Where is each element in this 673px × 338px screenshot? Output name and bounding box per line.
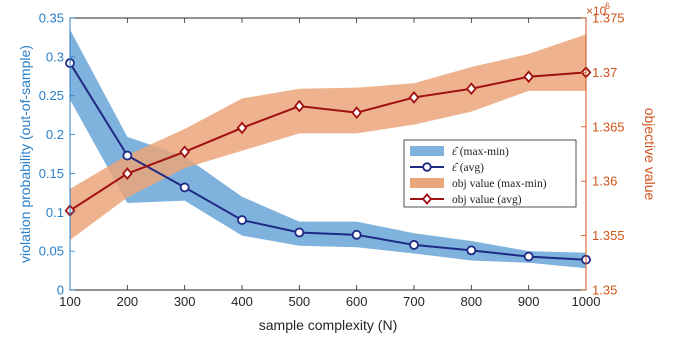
x-axis-label: sample complexity (N) — [259, 317, 397, 333]
point-eps — [122, 150, 133, 161]
left-tick-label: 0.3 — [46, 49, 64, 64]
point-obj — [408, 91, 420, 104]
point-eps — [409, 240, 419, 250]
left-tick-label: 0.25 — [39, 88, 64, 103]
right-tick-label: 1.36 — [592, 174, 617, 189]
left-tick-label: 0.15 — [39, 166, 64, 181]
right-tick-label: 1.365 — [592, 119, 625, 134]
x-tick-label: 400 — [231, 294, 253, 309]
line-obj — [69, 71, 587, 212]
left-tick-label: 0.2 — [46, 127, 64, 142]
legend-swatch-obj-band — [410, 178, 444, 188]
left-axis: 0 0.05 0.1 0.15 0.2 0.25 0.3 0.35 — [39, 11, 75, 298]
band-obj — [70, 34, 586, 240]
x-tick-label: 900 — [518, 294, 540, 309]
right-axis-exponent-power: 6 — [605, 1, 610, 11]
right-tick-label: 1.37 — [592, 65, 617, 80]
point-eps — [466, 245, 477, 256]
legend-swatch-eps-band — [410, 146, 444, 156]
point-eps — [237, 215, 247, 225]
point-eps — [523, 251, 534, 262]
right-tick-label: 1.375 — [592, 11, 625, 26]
x-tick-label: 500 — [288, 294, 310, 309]
right-tick-label: 1.355 — [592, 228, 625, 243]
x-tick-label: 1000 — [572, 294, 601, 309]
left-tick-label: 0 — [57, 283, 64, 298]
x-tick-label: 200 — [116, 294, 138, 309]
point-obj — [465, 82, 477, 96]
band-eps — [70, 29, 586, 269]
point-obj — [236, 121, 248, 135]
legend-marker-eps — [422, 162, 432, 172]
left-tick-label: 0.05 — [39, 244, 64, 259]
left-tick-label: 0.1 — [46, 205, 64, 220]
right-axis-label: objective value — [642, 108, 658, 201]
legend: ε̂ (max-min) ε̂ (avg) obj value (max-min… — [403, 139, 577, 208]
legend-label-obj-line: obj value (avg) — [452, 194, 522, 206]
x-tick-label: 600 — [346, 294, 368, 309]
point-obj — [523, 70, 535, 84]
point-obj — [121, 167, 133, 180]
left-axis-label: violation probability (out-of-sample) — [17, 45, 33, 263]
legend-marker-obj — [421, 193, 433, 205]
legend-label-obj-band: obj value (max-min) — [452, 178, 547, 190]
plot-bands — [70, 29, 586, 269]
plot-lines — [69, 62, 587, 261]
right-axis: 1.35 1.355 1.36 1.365 1.37 1.375 — [581, 11, 625, 298]
x-axis: 100 200 300 400 500 600 700 800 900 1000 — [59, 18, 600, 309]
x-tick-label: 300 — [174, 294, 196, 309]
x-tick-label: 700 — [403, 294, 425, 309]
point-eps — [294, 227, 305, 238]
point-obj — [293, 99, 305, 113]
x-tick-label: 100 — [59, 294, 81, 309]
right-axis-exponent: ×10 6 — [586, 1, 610, 18]
legend-label-eps-band: ε̂ (max-min) — [452, 146, 509, 158]
legend-label-eps-line: ε̂ (avg) — [452, 162, 484, 174]
point-obj — [179, 145, 191, 159]
point-obj — [351, 106, 363, 120]
x-tick-label: 800 — [460, 294, 482, 309]
right-axis-exponent-base: ×10 — [586, 4, 607, 18]
left-tick-label: 0.35 — [39, 11, 64, 26]
line-eps — [69, 62, 587, 261]
point-eps — [351, 229, 362, 240]
point-eps — [179, 182, 190, 193]
right-tick-label: 1.35 — [592, 283, 617, 298]
